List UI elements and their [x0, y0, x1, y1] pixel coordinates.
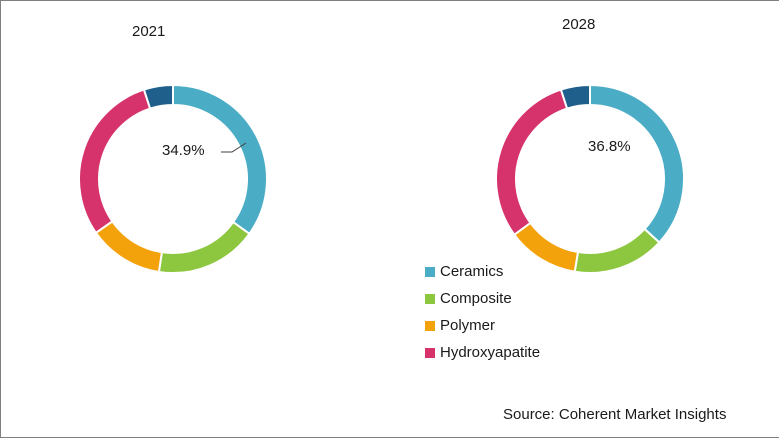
legend-swatch-hydroxyapatite: [425, 347, 435, 358]
data-label-2028-ceramics: 36.8%: [588, 138, 631, 155]
legend-item-polymer: Polymer: [425, 312, 540, 339]
legend-swatch-ceramics: [425, 266, 435, 277]
chart-title-2021: 2021: [132, 23, 166, 40]
legend-label-hydroxyapatite: Hydroxyapatite: [440, 344, 541, 361]
slice-2021-ceramics: [172, 83, 268, 236]
leader-line-2021: [221, 142, 247, 153]
legend-swatch-polymer: [425, 320, 435, 331]
legend-item-hydroxyapatite: Hydroxyapatite: [425, 339, 540, 366]
slice-2028-composite: [573, 227, 661, 274]
slice-2028-hydroxyapatite: [495, 88, 569, 237]
legend-item-ceramics: Ceramics: [425, 258, 540, 285]
chart-title-2028: 2028: [562, 16, 596, 33]
slice-2028-ceramics: [589, 83, 685, 244]
slice-2021-polymer: [94, 219, 164, 274]
legend: Ceramics Composite Polymer Hydroxyapatit…: [425, 258, 540, 366]
slice-2021-composite: [157, 220, 251, 274]
slice-2021-other: [142, 83, 174, 110]
slice-2028-other: [559, 83, 591, 110]
legend-label-composite: Composite: [440, 290, 512, 307]
data-label-2021-ceramics: 34.9%: [162, 142, 205, 159]
source-note: Source: Coherent Market Insights: [503, 406, 727, 423]
legend-label-polymer: Polymer: [440, 317, 496, 334]
legend-swatch-composite: [425, 293, 435, 304]
legend-item-composite: Composite: [425, 285, 540, 312]
legend-label-ceramics: Ceramics: [440, 263, 504, 280]
slice-2021-hydroxyapatite: [78, 88, 152, 235]
